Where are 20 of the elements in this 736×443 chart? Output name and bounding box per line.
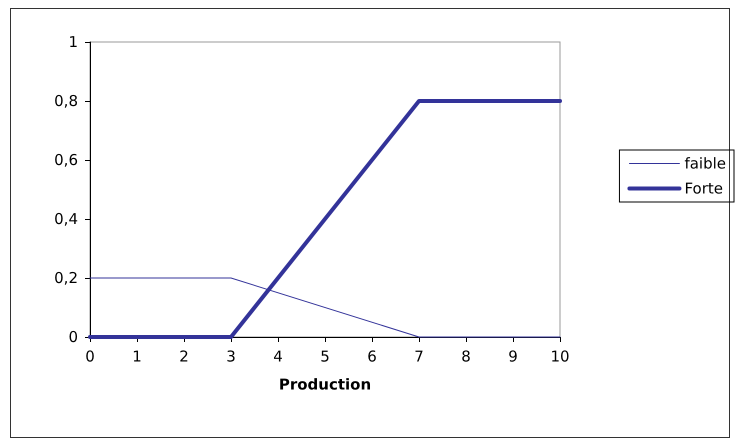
x-tick-label: 6	[367, 348, 377, 366]
x-tick-label: 7	[414, 348, 424, 366]
y-tick-label: 0,6	[54, 151, 78, 169]
x-tick-label: 2	[179, 348, 189, 366]
y-tick-label: 0	[68, 328, 78, 346]
y-tick-label: 0,8	[54, 92, 78, 110]
x-tick-label: 4	[273, 348, 283, 366]
x-tick-label: 3	[226, 348, 236, 366]
x-tick-label: 0	[85, 348, 95, 366]
x-tick-label: 1	[132, 348, 142, 366]
y-tick-label: 1	[68, 33, 78, 51]
x-tick-label: 5	[320, 348, 330, 366]
x-tick-label: 10	[550, 348, 570, 366]
y-tick-label: 0,4	[54, 210, 78, 228]
legend-label: faible	[684, 154, 726, 172]
y-tick-label: 0,2	[54, 269, 78, 287]
x-tick-label: 8	[461, 348, 471, 366]
x-axis-title: Production	[278, 376, 372, 394]
legend-label: Forte	[684, 180, 724, 198]
x-tick-label: 9	[508, 348, 518, 366]
